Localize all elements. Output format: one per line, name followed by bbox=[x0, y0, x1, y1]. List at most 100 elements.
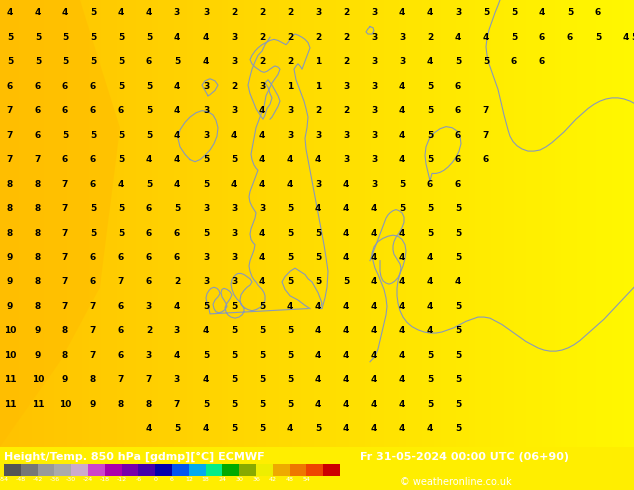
Text: 5: 5 bbox=[315, 424, 321, 433]
Text: 5: 5 bbox=[231, 351, 237, 360]
Text: 4: 4 bbox=[315, 204, 321, 213]
Text: 2: 2 bbox=[315, 106, 321, 115]
Text: 4: 4 bbox=[427, 326, 433, 335]
Text: 4: 4 bbox=[343, 326, 349, 335]
Text: 6: 6 bbox=[90, 82, 96, 91]
Text: 4: 4 bbox=[399, 228, 405, 238]
Text: 5: 5 bbox=[231, 326, 237, 335]
Text: 36: 36 bbox=[252, 477, 260, 482]
Text: 3: 3 bbox=[455, 8, 461, 17]
Text: -54: -54 bbox=[0, 477, 9, 482]
Text: 1: 1 bbox=[315, 82, 321, 91]
Text: 5: 5 bbox=[203, 228, 209, 238]
Bar bbox=[256, 464, 273, 476]
Text: 4: 4 bbox=[203, 33, 209, 42]
Text: 4: 4 bbox=[427, 8, 433, 17]
Text: 48: 48 bbox=[286, 477, 294, 482]
Text: 10: 10 bbox=[4, 351, 16, 360]
Text: 5: 5 bbox=[455, 302, 461, 311]
Text: 5: 5 bbox=[315, 277, 321, 287]
Text: 4: 4 bbox=[174, 351, 180, 360]
Text: 4: 4 bbox=[287, 179, 293, 189]
Text: 4: 4 bbox=[315, 375, 321, 384]
Text: 5: 5 bbox=[90, 204, 96, 213]
Text: 6: 6 bbox=[90, 106, 96, 115]
Text: 4: 4 bbox=[399, 302, 405, 311]
Text: -12: -12 bbox=[117, 477, 127, 482]
Text: 2: 2 bbox=[259, 57, 265, 66]
Text: 3: 3 bbox=[315, 131, 321, 140]
Text: 4: 4 bbox=[455, 277, 461, 287]
Text: 4: 4 bbox=[427, 302, 433, 311]
Text: 3: 3 bbox=[231, 204, 237, 213]
Text: 6: 6 bbox=[427, 179, 433, 189]
Text: 5: 5 bbox=[203, 400, 209, 409]
Text: 3: 3 bbox=[399, 57, 405, 66]
Text: 3: 3 bbox=[371, 155, 377, 164]
Text: 5: 5 bbox=[287, 277, 293, 287]
Text: 4: 4 bbox=[399, 326, 405, 335]
Text: 5: 5 bbox=[287, 400, 293, 409]
Text: 5: 5 bbox=[174, 204, 180, 213]
Bar bbox=[122, 464, 138, 476]
Text: 5: 5 bbox=[259, 326, 265, 335]
Text: 5: 5 bbox=[287, 351, 293, 360]
Text: 5: 5 bbox=[259, 351, 265, 360]
Text: 5: 5 bbox=[35, 33, 41, 42]
Text: 7: 7 bbox=[90, 302, 96, 311]
Text: 2: 2 bbox=[259, 8, 265, 17]
Text: 4: 4 bbox=[174, 106, 180, 115]
Text: 3: 3 bbox=[146, 302, 152, 311]
Bar bbox=[172, 464, 189, 476]
Text: 3: 3 bbox=[371, 131, 377, 140]
Text: 5: 5 bbox=[455, 253, 461, 262]
Text: 2: 2 bbox=[174, 277, 180, 287]
Text: 7: 7 bbox=[118, 375, 124, 384]
Text: 4: 4 bbox=[623, 33, 629, 42]
Text: 4: 4 bbox=[399, 82, 405, 91]
Text: 5: 5 bbox=[118, 131, 124, 140]
Text: 11: 11 bbox=[4, 375, 16, 384]
Text: 5: 5 bbox=[231, 155, 237, 164]
Text: 4: 4 bbox=[343, 424, 349, 433]
Text: 3: 3 bbox=[231, 228, 237, 238]
Text: 7: 7 bbox=[7, 155, 13, 164]
Text: -48: -48 bbox=[16, 477, 26, 482]
Text: 5: 5 bbox=[90, 131, 96, 140]
Text: 5: 5 bbox=[427, 400, 433, 409]
Text: 10: 10 bbox=[32, 375, 44, 384]
Text: 3: 3 bbox=[371, 8, 377, 17]
Text: 3: 3 bbox=[287, 106, 293, 115]
Text: 4: 4 bbox=[483, 33, 489, 42]
Text: 5: 5 bbox=[455, 228, 461, 238]
Text: 3: 3 bbox=[399, 33, 405, 42]
Text: 3: 3 bbox=[371, 179, 377, 189]
Text: 3: 3 bbox=[315, 8, 321, 17]
Text: 5: 5 bbox=[427, 228, 433, 238]
Bar bbox=[37, 464, 55, 476]
Text: 5: 5 bbox=[455, 326, 461, 335]
Text: 9: 9 bbox=[35, 326, 41, 335]
Text: 6: 6 bbox=[62, 82, 68, 91]
Text: 6: 6 bbox=[170, 477, 174, 482]
Text: 3: 3 bbox=[371, 33, 377, 42]
Text: 5: 5 bbox=[174, 424, 180, 433]
Text: 4: 4 bbox=[287, 424, 293, 433]
Text: 5: 5 bbox=[455, 57, 461, 66]
Text: 4: 4 bbox=[371, 204, 377, 213]
Text: 6: 6 bbox=[90, 253, 96, 262]
Text: 6: 6 bbox=[146, 253, 152, 262]
Text: 6: 6 bbox=[7, 82, 13, 91]
Text: 4: 4 bbox=[427, 57, 433, 66]
Text: 5: 5 bbox=[259, 400, 265, 409]
Text: 5: 5 bbox=[231, 302, 237, 311]
Text: 4: 4 bbox=[343, 228, 349, 238]
Text: 8: 8 bbox=[35, 302, 41, 311]
Text: 4: 4 bbox=[35, 8, 41, 17]
Bar bbox=[306, 464, 323, 476]
Text: 5: 5 bbox=[287, 253, 293, 262]
Text: 4: 4 bbox=[399, 277, 405, 287]
Text: -42: -42 bbox=[32, 477, 42, 482]
Text: 5: 5 bbox=[231, 400, 237, 409]
Text: 6: 6 bbox=[539, 33, 545, 42]
